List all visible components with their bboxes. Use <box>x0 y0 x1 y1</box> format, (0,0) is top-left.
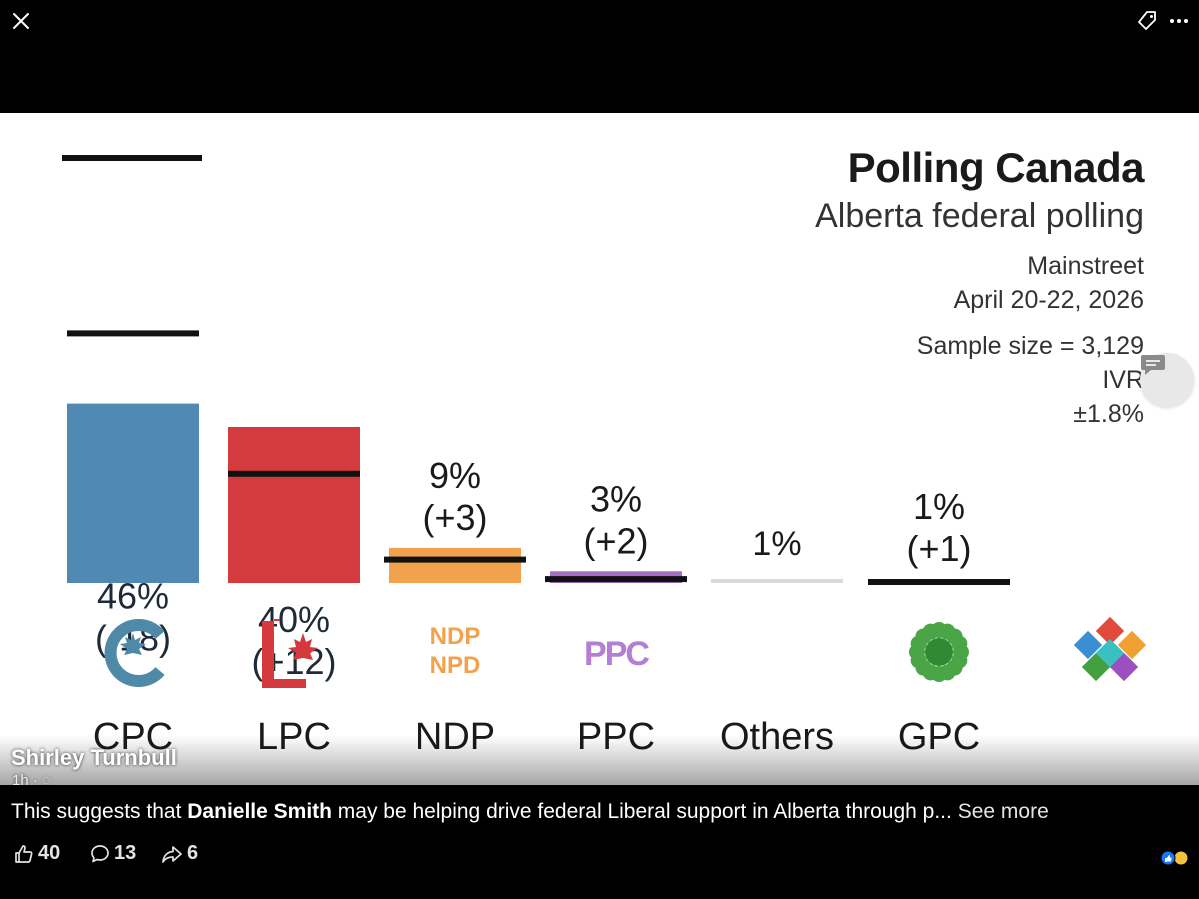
gpc-logo <box>925 638 953 666</box>
lpc-logo <box>262 619 306 688</box>
cpc-maple-leaf <box>120 633 146 661</box>
category-label-lpc: LPC <box>257 716 331 758</box>
poll-bar-chart: 46%(-18)CPC40%(+12)LPC9%(+3)NDP3%(+2)PPC… <box>62 155 1147 758</box>
legend-marker-line <box>62 155 202 161</box>
ndp-logo: NDP <box>430 623 481 650</box>
like-count: 40 <box>38 842 61 864</box>
photo-viewer-topbar <box>0 0 1199 113</box>
comment-button[interactable]: 13 <box>90 842 136 865</box>
post-stats-bar: 40 13 6 <box>0 842 1199 874</box>
poll-method: IVR <box>1102 366 1144 394</box>
post-author[interactable]: Shirley Turnbull <box>11 745 177 770</box>
post-caption[interactable]: This suggests that Danielle Smith may be… <box>11 800 1049 824</box>
multicolor-logo-part <box>1095 638 1125 668</box>
category-label-ppc: PPC <box>577 716 655 758</box>
bar-others <box>711 579 843 583</box>
post-time: 1h · ◌ <box>12 772 51 789</box>
speech-bubble-icon <box>1141 355 1165 375</box>
previous-marker-gpc <box>868 579 1010 585</box>
comment-count: 13 <box>114 842 137 864</box>
bar-lpc <box>228 427 360 583</box>
previous-marker-ppc <box>545 576 687 583</box>
ppc-logo: PPC <box>584 635 649 673</box>
separator-dot: · <box>32 772 43 789</box>
reactions-icon[interactable] <box>1159 850 1189 866</box>
multicolor-logo <box>1095 616 1125 646</box>
close-button[interactable] <box>6 6 36 36</box>
previous-marker-ndp <box>384 556 526 563</box>
pollster: Mainstreet <box>1027 252 1144 280</box>
multicolor-logo-part <box>1117 630 1147 660</box>
margin-of-error: ±1.8% <box>1073 400 1144 428</box>
npd-logo-text: NPD <box>430 652 481 679</box>
share-icon <box>162 845 182 863</box>
more-icon <box>1170 19 1188 23</box>
change-label-ndp: (+3) <box>422 497 487 538</box>
tag-icon <box>1138 11 1156 30</box>
lpc-maple-leaf <box>288 633 318 668</box>
value-label-cpc: 46% <box>97 576 169 617</box>
value-label-gpc: 1% <box>913 486 965 527</box>
caption-bold-name: Danielle Smith <box>187 800 332 823</box>
share-count: 6 <box>187 842 199 864</box>
comment-icon <box>91 844 109 862</box>
change-label-gpc: (+1) <box>906 528 971 569</box>
poll-dates: April 20-22, 2026 <box>953 286 1144 314</box>
caption-text-start: This suggests that <box>11 800 188 823</box>
poll-chart-image: 46%(-18)CPC40%(+12)LPC9%(+3)NDP3%(+2)PPC… <box>0 113 1199 785</box>
like-button[interactable]: 40 <box>14 842 60 865</box>
chart-title-block: Polling Canada Alberta federal polling M… <box>815 143 1144 431</box>
category-label-ndp: NDP <box>415 716 495 758</box>
cpc-logo <box>104 619 165 687</box>
value-label-ndp: 9% <box>429 455 481 496</box>
category-label-others: Others <box>720 716 834 758</box>
change-label-ppc: (+2) <box>583 520 648 561</box>
caption-text-end: may be helping drive federal Liberal sup… <box>331 800 952 823</box>
category-label-gpc: GPC <box>898 716 980 758</box>
post-time-text: 1h <box>12 772 29 789</box>
chart-title: Polling Canada <box>847 144 1145 191</box>
globe-icon: ◌ <box>42 772 51 789</box>
sample-size: Sample size = 3,129 <box>916 332 1144 360</box>
comment-bubble-button[interactable] <box>1140 353 1194 407</box>
value-label-others: 1% <box>752 525 801 563</box>
category-label-cpc: CPC <box>93 716 173 758</box>
bar-ndp <box>389 547 521 583</box>
thumbs-up-icon <box>15 844 33 863</box>
value-label-ppc: 3% <box>590 478 642 519</box>
see-more-link[interactable]: See more <box>957 800 1049 823</box>
share-button[interactable]: 6 <box>161 842 198 865</box>
tag-button[interactable] <box>1132 6 1162 36</box>
close-icon <box>13 13 29 29</box>
chart-subtitle: Alberta federal polling <box>815 197 1144 235</box>
more-options-button[interactable] <box>1164 6 1194 36</box>
gpc-petal <box>951 635 968 652</box>
multicolor-logo-part <box>1073 630 1103 660</box>
previous-marker-lpc <box>228 470 360 477</box>
bar-cpc <box>67 403 199 583</box>
previous-marker-cpc <box>67 330 199 337</box>
